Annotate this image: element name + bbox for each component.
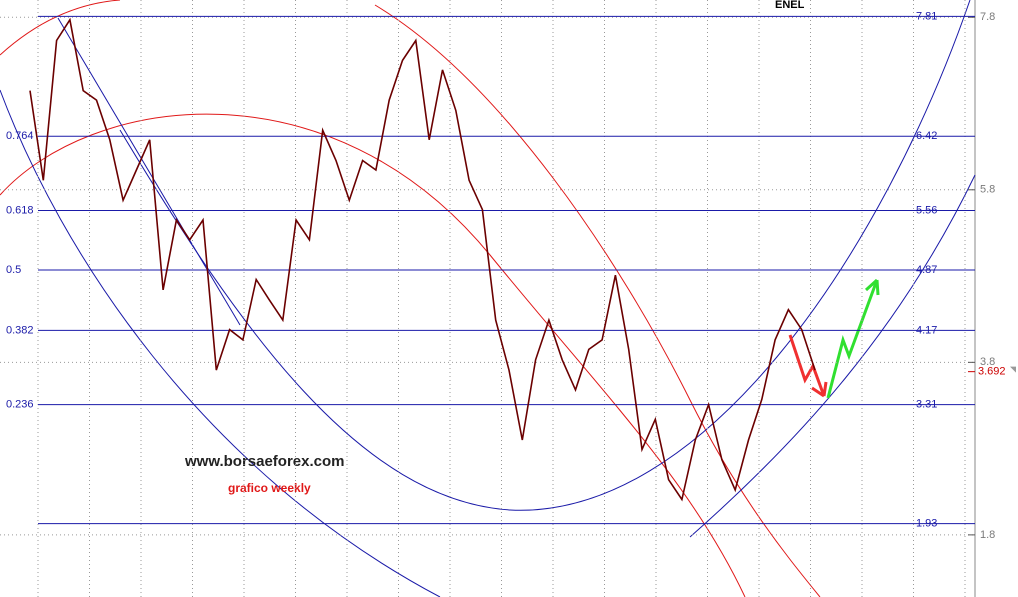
watermark: www.borsaeforex.com xyxy=(184,453,345,470)
y-tick-label: 5.8 xyxy=(980,184,995,196)
fib-ratio: 0.5 xyxy=(6,264,21,276)
blue-arc xyxy=(0,89,441,597)
fib-price: 7.81 xyxy=(916,10,937,22)
y-tick-label: 1.8 xyxy=(980,529,995,541)
green-arrow xyxy=(826,278,880,399)
red-arc xyxy=(374,4,821,597)
blue-arcs xyxy=(0,0,976,597)
price-line xyxy=(29,17,816,502)
last-price-flag xyxy=(1010,366,1016,373)
red-arc xyxy=(0,113,746,597)
fib-ratio: 0.236 xyxy=(6,399,34,411)
fib-ratio: 0.764 xyxy=(6,130,34,142)
blue-arc xyxy=(689,174,976,538)
fib-price: 3.31 xyxy=(916,399,937,411)
fib-ratio: 0.382 xyxy=(6,324,34,336)
red-arrow xyxy=(788,334,828,398)
fib-price: 6.42 xyxy=(916,130,937,142)
subtitle: grafico weekly xyxy=(228,481,311,495)
fib-price: 4.17 xyxy=(916,324,937,336)
blue-line xyxy=(57,17,241,326)
fib-price: 4.87 xyxy=(916,264,937,276)
fib-price: 5.56 xyxy=(916,204,937,216)
y-tick-label: 7.8 xyxy=(980,11,995,23)
fib-ratio: 0.618 xyxy=(6,204,34,216)
y-tick-label: 3.8 xyxy=(980,356,995,368)
ticker: ENEL xyxy=(775,0,805,11)
last-price: 3.692 xyxy=(978,366,1006,378)
fib-price: 1.93 xyxy=(916,518,937,530)
blue-arc xyxy=(119,0,971,511)
